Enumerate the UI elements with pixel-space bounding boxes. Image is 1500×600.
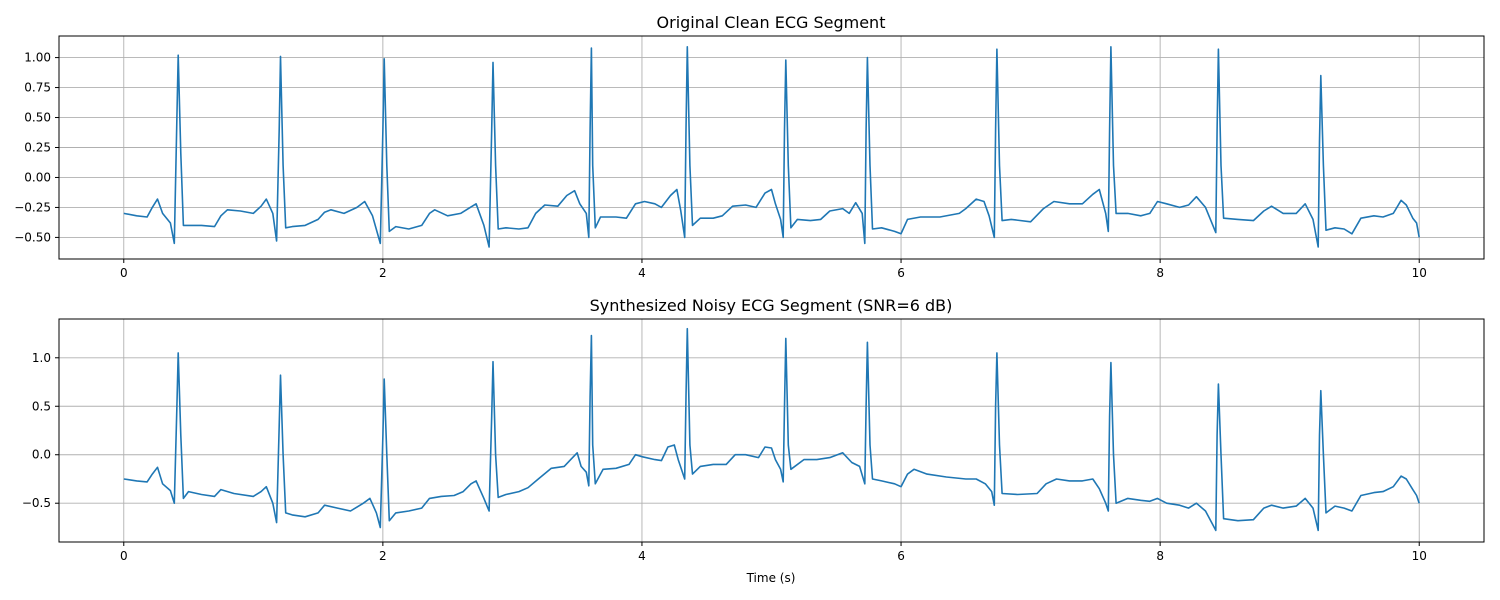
y-tick-label: 0.00 bbox=[24, 170, 51, 184]
x-tick-label: 4 bbox=[638, 549, 646, 563]
ecg-trace-line bbox=[123, 45, 1420, 248]
y-tick-label: −0.50 bbox=[14, 230, 51, 244]
y-tick-label: 1.00 bbox=[24, 51, 51, 65]
x-tick-label: 6 bbox=[897, 549, 905, 563]
x-tick-label: 10 bbox=[1412, 266, 1427, 280]
axes-frame bbox=[58, 318, 1485, 543]
clean-ecg-panel: Original Clean ECG Segment 0 2 4 6 8 10 −0.50 −… bbox=[14, 13, 1485, 280]
y-tick-label: 1.0 bbox=[32, 351, 51, 365]
x-tick-label: 2 bbox=[379, 266, 387, 280]
x-tick-label: 6 bbox=[897, 266, 905, 280]
y-tick-label: 0.75 bbox=[24, 81, 51, 95]
noisy-ecg-title: Synthesized Noisy ECG Segment (SNR=6 dB) bbox=[590, 296, 953, 315]
noisy-ecg-panel: Synthesized Noisy ECG Segment (SNR=6 dB)… bbox=[22, 296, 1485, 585]
y-tick-label: 0.50 bbox=[24, 111, 51, 125]
x-tick-label: 8 bbox=[1156, 266, 1164, 280]
x-tick-label: 2 bbox=[379, 549, 387, 563]
y-tick-label: −0.5 bbox=[22, 496, 51, 510]
y-tick-label: 0.25 bbox=[24, 141, 51, 155]
ecg-trace-line bbox=[123, 327, 1420, 532]
x-tick-label: 0 bbox=[120, 266, 128, 280]
clean-ecg-title: Original Clean ECG Segment bbox=[657, 13, 886, 32]
y-tick-label: 0.5 bbox=[32, 399, 51, 413]
x-tick-label: 4 bbox=[638, 266, 646, 280]
x-axis-label: Time (s) bbox=[746, 571, 796, 585]
x-tick-label: 8 bbox=[1156, 549, 1164, 563]
y-tick-label: 0.0 bbox=[32, 448, 51, 462]
x-tick-label: 10 bbox=[1412, 549, 1427, 563]
x-tick-label: 0 bbox=[120, 549, 128, 563]
y-tick-label: −0.25 bbox=[14, 200, 51, 214]
